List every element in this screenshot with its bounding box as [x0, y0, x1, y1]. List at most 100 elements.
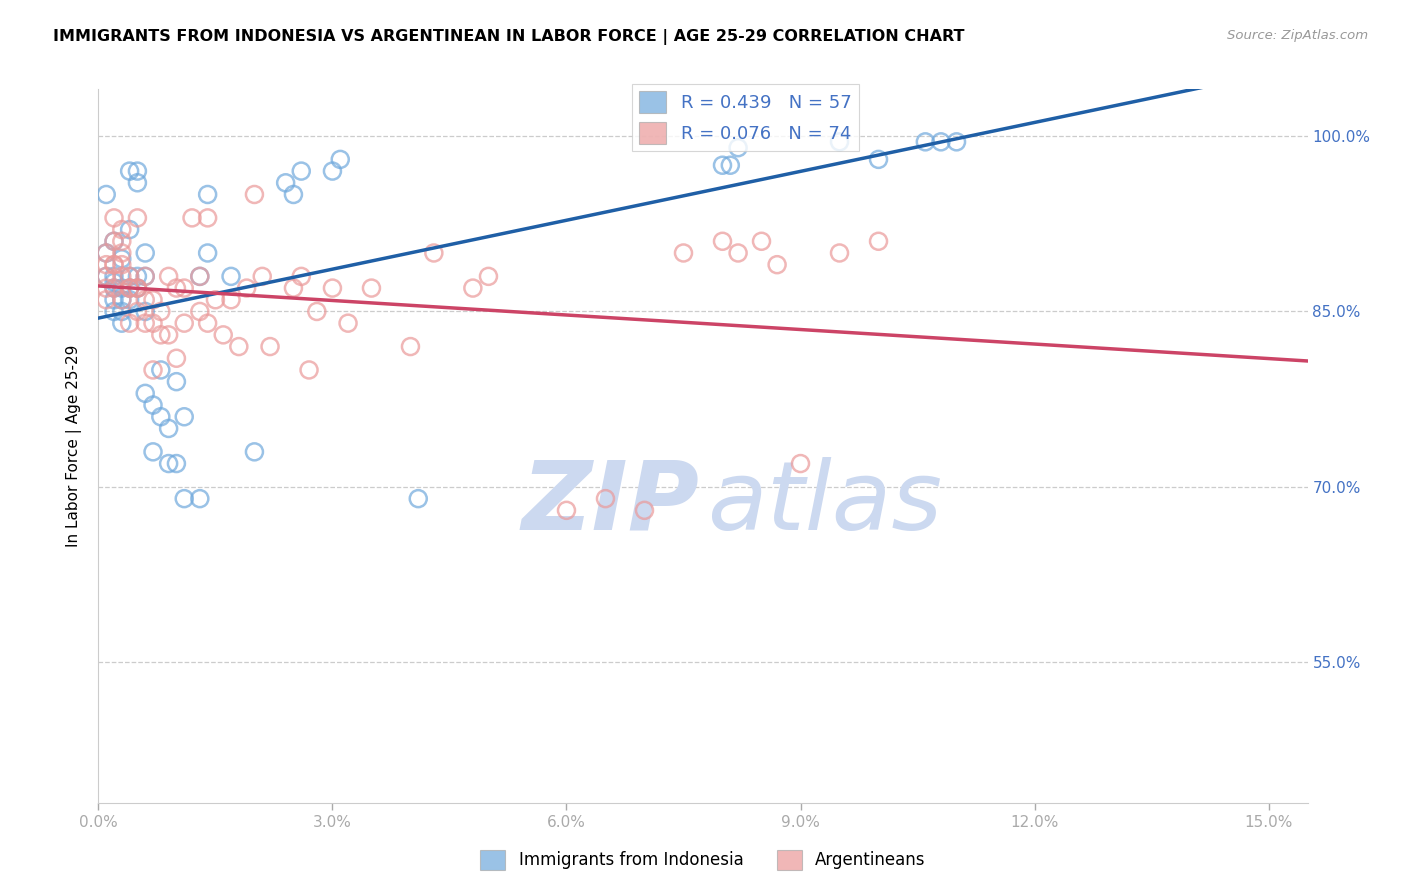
Point — [165, 375, 187, 389]
Point — [165, 351, 187, 366]
Point — [111, 234, 134, 248]
Point — [118, 281, 141, 295]
Point — [243, 445, 266, 459]
Text: Source: ZipAtlas.com: Source: ZipAtlas.com — [1227, 29, 1368, 43]
Text: atlas: atlas — [707, 457, 942, 549]
Point — [298, 363, 321, 377]
Point — [134, 293, 156, 307]
Point — [219, 269, 242, 284]
Point — [252, 269, 274, 284]
Point — [111, 304, 134, 318]
Point — [290, 269, 312, 284]
Point — [149, 304, 172, 318]
Point — [337, 316, 360, 330]
Point — [555, 503, 578, 517]
Legend: R = 0.439   N = 57, R = 0.076   N = 74: R = 0.439 N = 57, R = 0.076 N = 74 — [631, 84, 859, 152]
Point — [197, 211, 219, 225]
Point — [828, 246, 851, 260]
Point — [127, 281, 149, 295]
Point — [111, 246, 134, 260]
Point — [173, 491, 195, 506]
Point — [188, 304, 211, 318]
Point — [111, 269, 134, 284]
Point — [283, 187, 305, 202]
Point — [118, 222, 141, 236]
Point — [633, 503, 655, 517]
Point — [134, 269, 156, 284]
Point — [157, 269, 180, 284]
Point — [868, 153, 890, 167]
Point — [243, 187, 266, 202]
Point — [111, 316, 134, 330]
Point — [103, 258, 125, 272]
Point — [96, 258, 118, 272]
Point — [423, 246, 446, 260]
Point — [103, 269, 125, 284]
Point — [219, 293, 242, 307]
Point — [103, 281, 125, 295]
Point — [111, 252, 134, 266]
Point — [259, 340, 281, 354]
Point — [111, 293, 134, 307]
Point — [204, 293, 226, 307]
Point — [142, 445, 165, 459]
Point — [212, 327, 235, 342]
Point — [134, 246, 156, 260]
Point — [111, 222, 134, 236]
Point — [111, 293, 134, 307]
Point — [149, 409, 172, 424]
Point — [399, 340, 422, 354]
Point — [118, 164, 141, 178]
Point — [290, 164, 312, 178]
Point — [134, 316, 156, 330]
Point — [157, 457, 180, 471]
Point — [727, 141, 749, 155]
Point — [321, 164, 343, 178]
Point — [127, 281, 149, 295]
Point — [711, 158, 734, 172]
Point — [188, 491, 211, 506]
Point — [149, 363, 172, 377]
Point — [173, 281, 195, 295]
Point — [868, 234, 890, 248]
Point — [103, 293, 125, 307]
Point — [134, 304, 156, 318]
Point — [103, 258, 125, 272]
Point — [149, 327, 172, 342]
Point — [595, 491, 617, 506]
Point — [181, 211, 204, 225]
Text: IMMIGRANTS FROM INDONESIA VS ARGENTINEAN IN LABOR FORCE | AGE 25-29 CORRELATION : IMMIGRANTS FROM INDONESIA VS ARGENTINEAN… — [53, 29, 965, 45]
Point — [96, 293, 118, 307]
Point — [828, 135, 851, 149]
Point — [711, 234, 734, 248]
Point — [127, 304, 149, 318]
Point — [929, 135, 952, 149]
Point — [103, 281, 125, 295]
Legend: Immigrants from Indonesia, Argentineans: Immigrants from Indonesia, Argentineans — [474, 843, 932, 877]
Point — [118, 269, 141, 284]
Point — [127, 281, 149, 295]
Point — [118, 269, 141, 284]
Point — [672, 246, 695, 260]
Point — [96, 269, 118, 284]
Point — [188, 269, 211, 284]
Point — [103, 275, 125, 289]
Point — [142, 293, 165, 307]
Point — [142, 316, 165, 330]
Point — [96, 269, 118, 284]
Y-axis label: In Labor Force | Age 25-29: In Labor Force | Age 25-29 — [66, 345, 83, 547]
Point — [127, 176, 149, 190]
Point — [789, 457, 811, 471]
Point — [127, 164, 149, 178]
Point — [118, 316, 141, 330]
Point — [321, 281, 343, 295]
Point — [118, 281, 141, 295]
Point — [96, 187, 118, 202]
Point — [165, 457, 187, 471]
Point — [235, 281, 257, 295]
Point — [111, 281, 134, 295]
Point — [228, 340, 250, 354]
Point — [103, 234, 125, 248]
Point — [142, 363, 165, 377]
Point — [96, 246, 118, 260]
